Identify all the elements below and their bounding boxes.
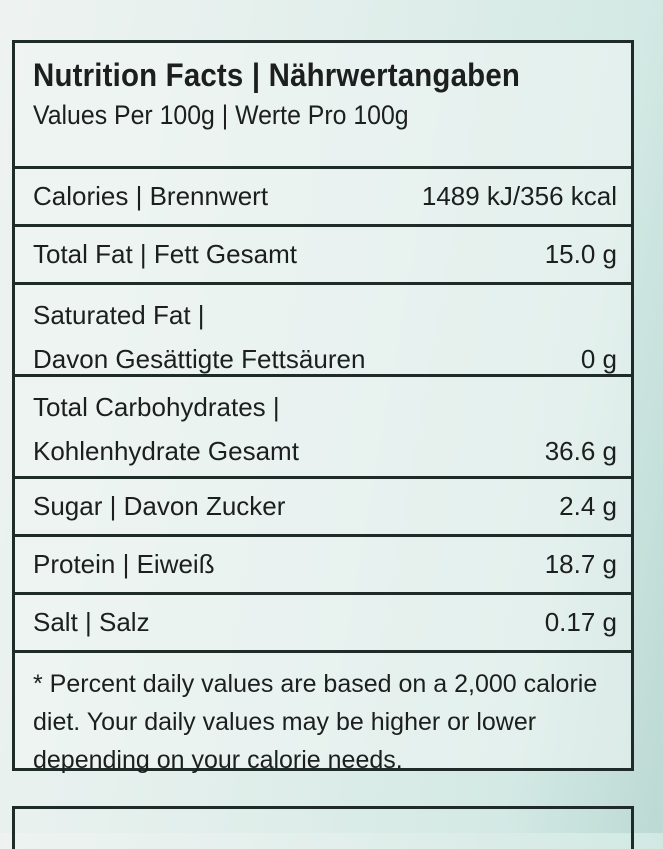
row-sugar: Sugar | Davon Zucker 2.4 g	[15, 479, 631, 537]
row-total-carbohydrates: Total Carbohydrates | Kohlenhydrate Gesa…	[15, 377, 631, 479]
row-protein: Protein | Eiweiß 18.7 g	[15, 537, 631, 595]
label-header: Nutrition Facts | Nährwertangaben Values…	[15, 43, 631, 169]
row-saturated-fat: Saturated Fat | Davon Gesättigte Fettsäu…	[15, 285, 631, 377]
row-value: 36.6 g	[544, 435, 617, 466]
nutrition-label: Nutrition Facts | Nährwertangaben Values…	[12, 40, 634, 774]
row-label: Calories | Brennwert	[33, 181, 269, 211]
row-label: Salt | Salz	[33, 607, 150, 637]
row-label: Davon Gesättigte Fettsäuren	[33, 343, 366, 374]
row-salt: Salt | Salz 0.17 g	[15, 595, 631, 653]
row-value: 0 g	[580, 343, 617, 374]
footnote: * Percent daily values are based on a 2,…	[15, 653, 631, 774]
row-label: Sugar | Davon Zucker	[33, 491, 286, 521]
row-value: 1489 kJ/356 kcal	[421, 181, 617, 211]
row-value: 0.17 g	[544, 607, 617, 637]
next-section-box	[12, 806, 634, 849]
row-label-line1: Total Carbohydrates |	[33, 391, 280, 422]
row-value: 18.7 g	[544, 549, 617, 579]
row-label: Protein | Eiweiß	[33, 549, 215, 579]
row-value: 15.0 g	[544, 239, 617, 269]
row-label: Total Fat | Fett Gesamt	[33, 239, 297, 269]
row-value: 2.4 g	[559, 491, 617, 521]
row-label-line1: Saturated Fat |	[33, 299, 205, 330]
label-subtitle: Values Per 100g | Werte Pro 100g	[33, 100, 409, 130]
label-title: Nutrition Facts | Nährwertangaben	[33, 57, 521, 93]
row-calories: Calories | Brennwert 1489 kJ/356 kcal	[15, 169, 631, 227]
row-label: Kohlenhydrate Gesamt	[33, 435, 299, 466]
row-total-fat: Total Fat | Fett Gesamt 15.0 g	[15, 227, 631, 285]
